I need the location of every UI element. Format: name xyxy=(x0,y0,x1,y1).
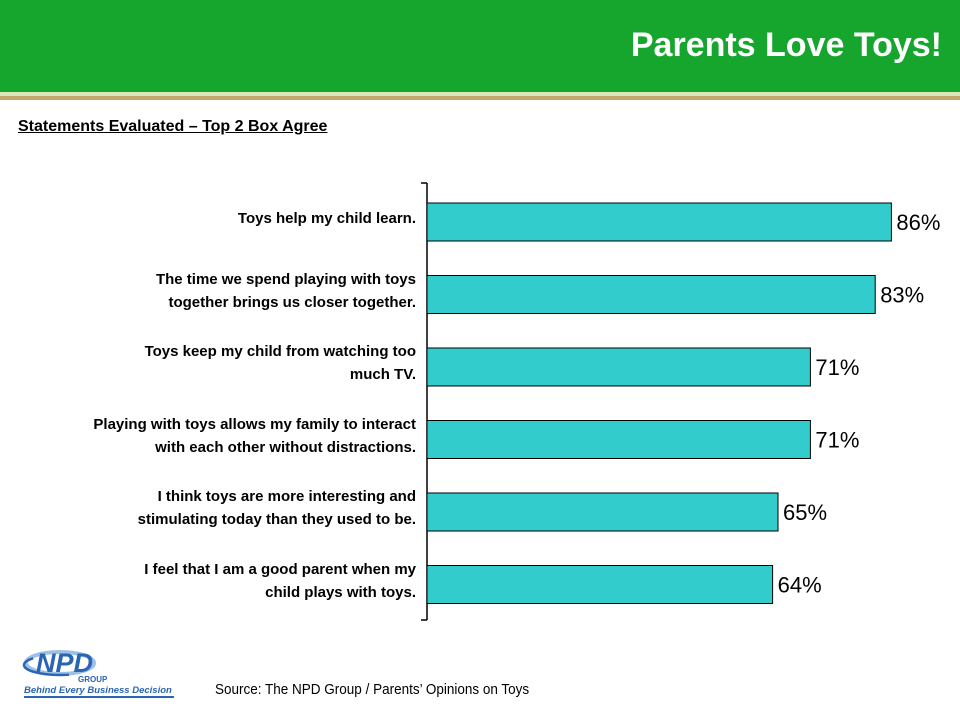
category-label-line: Playing with toys allows my family to in… xyxy=(93,415,416,433)
bar-2 xyxy=(426,275,876,314)
category-label-line: together brings us closer together. xyxy=(168,293,416,311)
category-label-3: Toys keep my child from watching too much… xyxy=(0,340,416,386)
bar-1 xyxy=(426,202,892,242)
logo-sub: GROUP xyxy=(78,675,108,684)
logo-underline xyxy=(24,696,174,698)
category-label-line: I feel that I am a good parent when my xyxy=(144,560,416,578)
logo-tagline: Behind Every Business Decision xyxy=(24,685,172,696)
category-label-2: The time we spend playing with toys toget… xyxy=(0,268,416,314)
header-divider-gold xyxy=(0,96,960,100)
section-heading: Statements Evaluated – Top 2 Box Agree xyxy=(18,118,328,135)
category-label-6: I feel that I am a good parent when my ch… xyxy=(0,558,416,604)
category-label-line: child plays with toys. xyxy=(265,583,416,601)
data-label-2: 83% xyxy=(880,283,924,308)
category-label-4: Playing with toys allows my family to in… xyxy=(0,413,416,459)
category-label-1: Toys help my child learn. xyxy=(0,207,416,230)
category-label-5: I think toys are more interesting and sti… xyxy=(0,485,416,531)
bar-5 xyxy=(426,492,779,532)
data-label-4: 71% xyxy=(815,428,859,453)
category-label-line: I think toys are more interesting and xyxy=(157,488,416,505)
category-label-line: much TV. xyxy=(349,366,416,383)
category-label-line: The time we spend playing with toys xyxy=(155,270,416,288)
category-label-line: Toys keep my child from watching too xyxy=(144,343,416,360)
header-divider-light xyxy=(0,92,960,96)
bar-6 xyxy=(426,565,774,604)
category-label-line: Toys help my child learn. xyxy=(237,209,416,227)
page-title: Parents Love Toys! xyxy=(630,26,942,64)
bar-3 xyxy=(426,347,811,387)
data-label-3: 71% xyxy=(815,355,859,380)
npd-logo: NPD GROUP Behind Every Business Decision xyxy=(22,648,174,698)
bar-4 xyxy=(426,420,811,459)
category-label-line: with each other without distractions. xyxy=(155,438,416,456)
source-note: Source: The NPD Group / Parents’ Opinion… xyxy=(215,681,530,698)
category-label-line: stimulating today than they used to be. xyxy=(137,511,416,528)
header-band xyxy=(0,0,960,92)
data-label-5: 65% xyxy=(783,500,827,525)
data-label-6: 64% xyxy=(778,573,822,598)
logo-swoosh-front xyxy=(22,653,98,677)
data-label-1: 86% xyxy=(896,210,940,235)
